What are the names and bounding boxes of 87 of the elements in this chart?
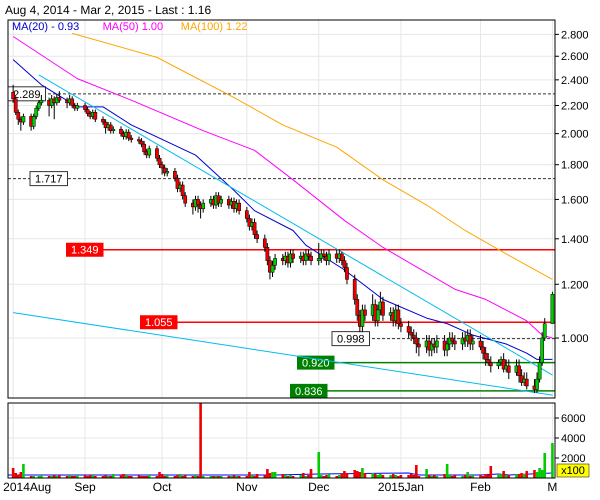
- bar: [158, 472, 161, 478]
- candlestick: [306, 249, 310, 262]
- bar: [536, 472, 538, 478]
- bar: [120, 475, 122, 478]
- bar: [317, 452, 320, 478]
- bar: [199, 403, 202, 478]
- bar: [361, 468, 364, 478]
- x-tick-label: Nov: [236, 480, 258, 494]
- bar: [538, 468, 541, 478]
- candlestick: [219, 195, 223, 208]
- line-series: [72, 32, 553, 280]
- ref-line-label: 0.836: [294, 386, 323, 398]
- candlestick: [435, 334, 439, 354]
- candlestick: [119, 126, 123, 138]
- text: x100: [561, 465, 585, 477]
- candlestick: [488, 356, 493, 373]
- candlestick: [291, 249, 295, 264]
- text: MA(20) - 0.93: [12, 21, 80, 33]
- y-tick-label: 2.400: [561, 74, 589, 87]
- bar: [176, 475, 179, 478]
- bar: [518, 474, 520, 478]
- bar: [533, 470, 536, 478]
- candlestick: [406, 320, 410, 339]
- text: MA(100) 1.22: [180, 21, 248, 33]
- bar: [479, 475, 482, 478]
- bar: [84, 475, 86, 478]
- ref-line-label: 1.349: [70, 244, 99, 257]
- y-tick-label: 2.200: [561, 100, 589, 113]
- ref-line-label: 0.920: [302, 358, 330, 370]
- candlestick: [460, 332, 464, 351]
- bar: [232, 475, 236, 478]
- candlestick: [58, 90, 62, 104]
- bar: [271, 472, 274, 478]
- candlestick: [517, 358, 521, 384]
- x-tick-label: M: [547, 480, 558, 494]
- x-tick-label: Feb: [470, 480, 492, 494]
- y-tick-label: 1.400: [561, 234, 589, 246]
- candlestick: [288, 249, 292, 268]
- candlestick: [414, 332, 418, 354]
- candlestick: [427, 334, 432, 357]
- y-tick-label: 2000: [561, 453, 586, 465]
- text: MA(50) 1.00: [102, 21, 164, 33]
- y-tick-label: 2.600: [561, 51, 589, 64]
- ref-line-label: 1.055: [144, 317, 173, 330]
- bar: [289, 475, 292, 478]
- bar: [310, 469, 312, 478]
- bar: [353, 470, 356, 478]
- y-tick-label: 1.800: [561, 160, 589, 172]
- y-tick-label: 1.600: [561, 194, 589, 206]
- x-tick-label: 2015Jan: [378, 480, 424, 494]
- candlestick: [316, 242, 321, 266]
- bar: [22, 464, 25, 478]
- candlestick: [396, 304, 400, 330]
- x-tick-label: Dec: [308, 480, 330, 494]
- x-tick-label: Sep: [74, 480, 96, 494]
- y-tick-label: 2.000: [561, 128, 589, 141]
- bar: [551, 443, 554, 478]
- bar: [12, 468, 14, 478]
- bar: [425, 469, 428, 478]
- y-tick-label: 1.000: [561, 333, 589, 346]
- candlestick: [252, 218, 256, 240]
- y-tick-label: 6000: [561, 413, 586, 425]
- chart-title: Aug 4, 2014 - Mar 2, 2015 - Last : 1.16: [5, 3, 212, 17]
- bar: [543, 453, 546, 478]
- bar: [364, 473, 366, 478]
- candlestick: [86, 106, 90, 117]
- bar: [446, 464, 448, 478]
- y-tick-label: 2.800: [561, 29, 589, 42]
- candlestick: [126, 128, 131, 142]
- candlestick: [93, 109, 98, 123]
- bar: [415, 465, 418, 478]
- bar: [490, 466, 492, 478]
- y-tick-label: 1.200: [561, 279, 589, 292]
- bar: [328, 474, 330, 478]
- x-tick-label: Oct: [152, 480, 172, 494]
- candlestick: [83, 102, 87, 113]
- candlestick: [70, 96, 74, 109]
- ref-line-label: 1.717: [34, 174, 63, 186]
- ref-line-label: 0.998: [336, 334, 365, 346]
- candlestick: [104, 118, 108, 134]
- candlestick: [450, 332, 454, 348]
- x-tick-label: 2014Aug: [3, 480, 52, 494]
- bar: [346, 473, 348, 478]
- y-tick-label: 4000: [561, 433, 586, 445]
- bar: [266, 469, 269, 478]
- bar: [497, 475, 500, 478]
- candlestick: [463, 332, 467, 348]
